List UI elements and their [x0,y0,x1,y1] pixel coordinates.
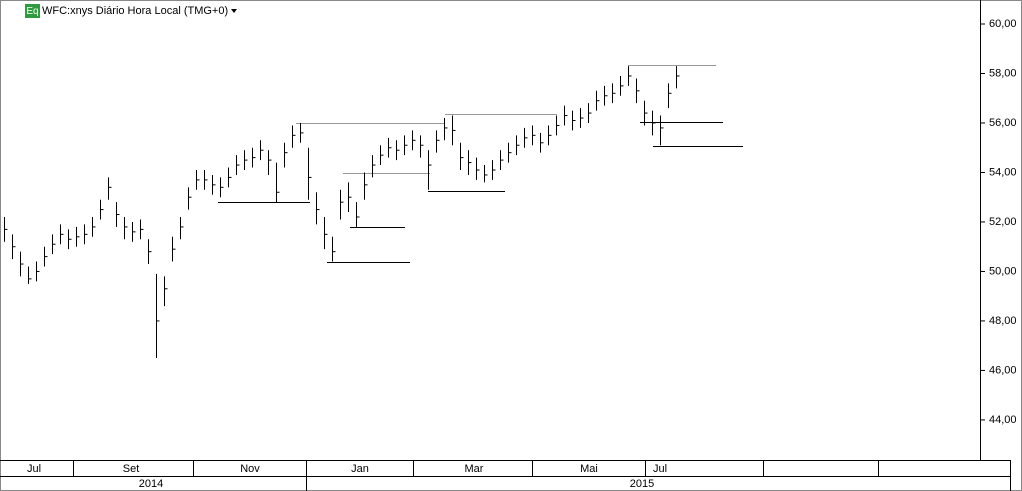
y-tick-label: 44,00 [989,414,1017,426]
y-tick-label: 52,00 [989,216,1017,228]
y-tick-label: 54,00 [989,166,1017,178]
badge-box[interactable] [25,4,40,18]
y-tick-label: 50,00 [989,265,1017,277]
x-tick-label: Jul [27,463,41,475]
x-tick-label: Jul [653,463,667,475]
x-tick-label: Nov [240,463,260,475]
chart-title[interactable]: WFC:xnys Diário Hora Local (TMG+0) [42,5,228,17]
y-tick-label: 56,00 [989,117,1017,129]
year-label: 2015 [630,478,654,490]
y-tick-label: 46,00 [989,364,1017,376]
y-tick-label: 60,00 [989,18,1017,30]
x-tick-label: Jan [351,463,369,475]
x-tick-label: Set [123,463,140,475]
x-tick-label: Mai [580,463,598,475]
dropdown-arrow[interactable] [231,9,237,13]
x-tick-label: Mar [465,463,484,475]
year-label: 2014 [139,478,163,490]
y-tick-label: 48,00 [989,315,1017,327]
y-tick-label: 58,00 [989,67,1017,79]
badge[interactable]: Eq [26,6,38,17]
